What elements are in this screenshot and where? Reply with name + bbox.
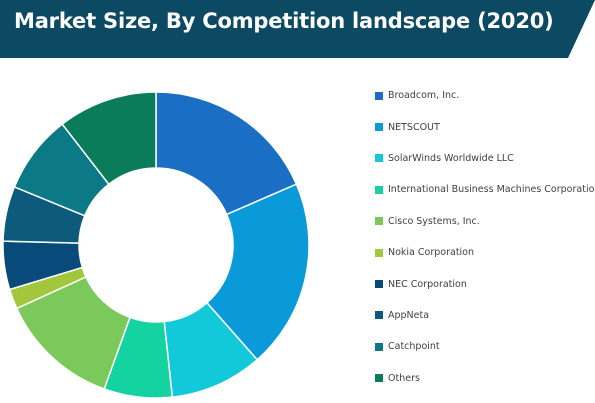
legend-swatch <box>375 217 383 226</box>
legend-label: NEC Corporation <box>388 278 467 290</box>
legend-item: AppNeta <box>375 300 595 331</box>
legend-item: Broadcom, Inc. <box>375 80 595 111</box>
legend-item: NETSCOUT <box>375 111 595 142</box>
legend-label: Nokia Corporation <box>388 247 475 259</box>
legend-item: SolarWinds Worldwide LLC <box>375 143 595 174</box>
donut-chart <box>2 91 310 399</box>
donut-slices <box>2 91 310 399</box>
legend-label: Cisco Systems, Inc. <box>388 215 480 227</box>
legend-item: Nokia Corporation <box>375 237 595 268</box>
legend-swatch <box>375 185 383 194</box>
legend-label: AppNeta <box>388 309 430 321</box>
title-banner-shape <box>0 0 595 58</box>
legend-label: Catchpoint <box>388 341 440 353</box>
legend-swatch <box>375 342 383 351</box>
legend: Broadcom, Inc. NETSCOUT SolarWinds Worldwi… <box>375 80 595 394</box>
legend-swatch <box>375 374 383 383</box>
legend-label: Broadcom, Inc. <box>388 90 460 102</box>
legend-label: Others <box>388 372 420 384</box>
slice-others <box>61 91 157 186</box>
legend-swatch <box>375 91 383 100</box>
legend-label: SolarWinds Worldwide LLC <box>388 152 514 164</box>
legend-label: International Business Machines Corporat… <box>388 184 595 196</box>
legend-item: International Business Machines Corporat… <box>375 174 595 205</box>
legend-item: Catchpoint <box>375 331 595 362</box>
legend-item: Others <box>375 363 595 394</box>
slice-netscout <box>205 183 310 361</box>
legend-item: NEC Corporation <box>375 268 595 299</box>
title-banner <box>0 0 595 58</box>
slice-broadcom-inc <box>155 91 298 216</box>
legend-item: Cisco Systems, Inc. <box>375 206 595 237</box>
legend-swatch <box>375 311 383 320</box>
legend-swatch <box>375 154 383 163</box>
legend-swatch <box>375 123 383 132</box>
legend-swatch <box>375 248 383 257</box>
legend-label: NETSCOUT <box>388 121 440 133</box>
chart-title: Market Size, By Competition landscape (2… <box>14 9 554 33</box>
legend-swatch <box>375 280 383 289</box>
